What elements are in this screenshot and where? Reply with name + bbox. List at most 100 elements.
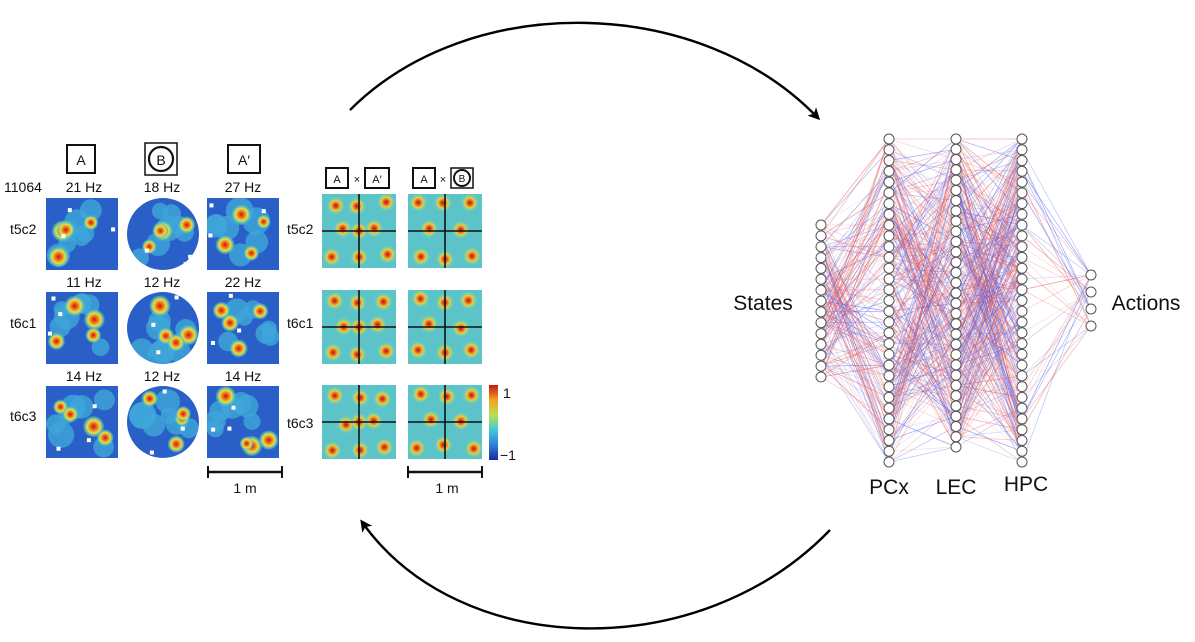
- network-edge: [955, 282, 1023, 420]
- network-edge: [888, 210, 957, 258]
- network-edge: [955, 149, 1023, 290]
- env-a-label: A: [76, 152, 86, 168]
- network-edge: [955, 171, 1023, 345]
- network-edge: [888, 181, 957, 345]
- lec-node: [950, 420, 962, 432]
- state-node: [815, 230, 827, 242]
- network-edge: [955, 251, 1023, 323]
- network-edge: [888, 405, 957, 463]
- network-edge: [955, 278, 1023, 355]
- network-edge: [955, 241, 1023, 366]
- network-edge: [955, 407, 1023, 448]
- rate-label: 12 Hz: [144, 368, 181, 384]
- network-edge: [1021, 246, 1092, 293]
- network-edge: [888, 214, 957, 263]
- network-edge: [955, 235, 1023, 325]
- action-node: [1085, 303, 1097, 315]
- network-edge: [888, 149, 957, 376]
- network-edge: [888, 262, 957, 420]
- network-edge: [820, 355, 890, 463]
- network-edge: [888, 333, 957, 398]
- network-edge: [888, 321, 957, 448]
- network-edge: [955, 321, 1023, 366]
- network-edge: [888, 364, 957, 396]
- network-edge: [955, 221, 1023, 441]
- pcx-node: [883, 144, 895, 156]
- env-header-a-prime: A′: [227, 144, 261, 174]
- network-edge: [955, 200, 1023, 215]
- network-edge: [888, 192, 957, 222]
- network-edge: [888, 169, 957, 269]
- network-edge: [955, 214, 1023, 232]
- cell-label: t5c2: [10, 221, 37, 237]
- network-edge: [955, 429, 1023, 438]
- network-edge: [820, 171, 890, 280]
- network-edge: [888, 235, 957, 263]
- network-edge: [955, 220, 1023, 258]
- network-edge: [955, 343, 1023, 355]
- pcx-node: [883, 316, 895, 328]
- network-edge: [820, 278, 890, 334]
- network-edge: [820, 289, 890, 344]
- network-edge: [888, 313, 957, 355]
- hpc-label: HPC: [1004, 473, 1048, 496]
- network-edge: [888, 203, 957, 304]
- lec-node: [950, 410, 962, 422]
- rate-map-grid: [46, 198, 279, 458]
- lec-node: [950, 308, 962, 320]
- network-edge: [888, 138, 957, 160]
- network-edge: [955, 138, 1023, 314]
- network-edge: [955, 160, 1023, 242]
- network-edge: [888, 300, 957, 448]
- network-edge: [955, 235, 1023, 376]
- network-edge: [955, 267, 1023, 294]
- cross-header-right: A′: [372, 174, 381, 186]
- network-edge: [955, 257, 1023, 417]
- network-edge: [955, 179, 1023, 430]
- network-edge: [955, 375, 1023, 386]
- cross-header-ab: A × B: [412, 167, 474, 189]
- rate-label: 21 Hz: [66, 179, 103, 195]
- network-edge: [955, 203, 1023, 273]
- hpc-node: [1016, 305, 1028, 317]
- network-edge: [820, 214, 890, 367]
- cross-map: [407, 385, 483, 459]
- cross-correlation-panel: A × A′ A × B t5c2 t6c1 t6c3 1 −1 1 m: [287, 167, 516, 496]
- hpc-node: [1016, 284, 1028, 296]
- network-edge: [888, 241, 957, 323]
- network-edge: [888, 200, 957, 237]
- env-a-prime-label: A′: [238, 152, 250, 168]
- network-edge: [955, 343, 1023, 366]
- cross-header-right: B: [459, 174, 466, 185]
- cross-header-aa: A × A′: [325, 167, 390, 189]
- network-edge: [820, 300, 890, 324]
- network-edge: [820, 171, 890, 323]
- network-edge: [955, 179, 1023, 237]
- network-edge: [888, 418, 957, 448]
- pcx-node: [883, 155, 895, 167]
- network-edge: [888, 354, 957, 366]
- rate-map: [46, 386, 118, 458]
- network-edge: [955, 138, 1023, 345]
- network-nodes: [815, 133, 1097, 468]
- pcx-node: [883, 208, 895, 220]
- network-edge: [955, 272, 1023, 398]
- rate-map: [46, 198, 118, 270]
- lec-node: [950, 431, 962, 443]
- network-edge: [888, 251, 957, 301]
- network-edge: [955, 149, 1023, 335]
- network-edge: [888, 235, 957, 294]
- network-edge: [888, 138, 957, 448]
- network-edge: [820, 138, 890, 237]
- network-edge: [820, 332, 890, 367]
- network-edge: [888, 251, 957, 258]
- network-edge: [820, 332, 890, 378]
- network-edge: [955, 181, 1023, 386]
- network-edge: [1021, 274, 1092, 398]
- pcx-node: [883, 327, 895, 339]
- network-edge: [955, 436, 1023, 441]
- cross-map: [408, 193, 482, 269]
- hpc-node: [1016, 219, 1028, 231]
- network-edge: [955, 214, 1023, 314]
- network-edge: [955, 171, 1023, 407]
